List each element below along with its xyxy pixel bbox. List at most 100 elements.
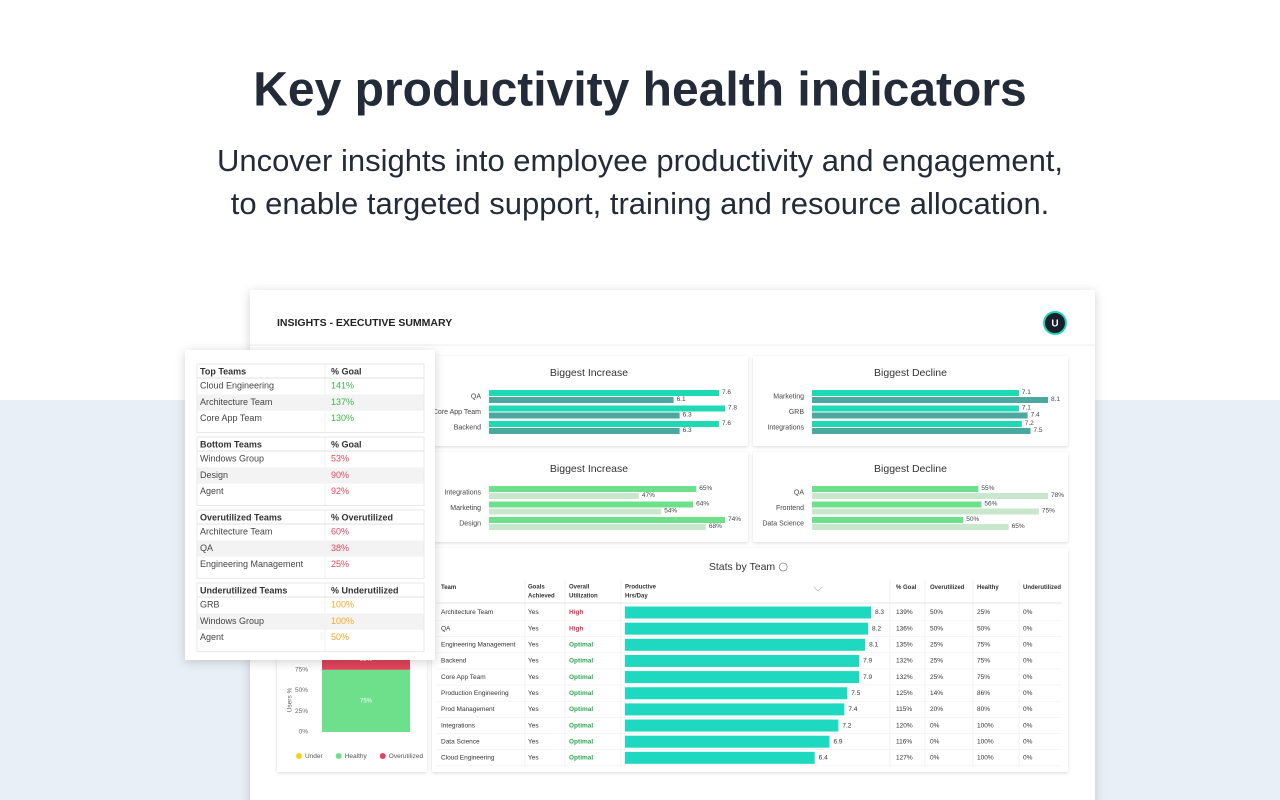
percent-value: 100% (331, 616, 354, 626)
legend-label: Under (305, 753, 324, 760)
team-name: Engineering Management (441, 642, 516, 649)
team-name: QA (441, 625, 451, 632)
avatar-initial[interactable]: U (1051, 319, 1058, 330)
section-header: % Underutilized (331, 585, 399, 595)
column-header: Overutilized (930, 585, 965, 591)
column-header: Team (441, 585, 456, 591)
hours-bar (625, 622, 869, 635)
category-label: GRB (789, 409, 805, 416)
bar (812, 405, 1019, 412)
table-cell: Yes (528, 625, 539, 632)
avatar[interactable] (1043, 311, 1067, 335)
value-label: 7.6 (722, 420, 731, 427)
table-cell: Yes (528, 609, 539, 616)
team-name: GRB (200, 599, 220, 609)
bar (489, 508, 662, 515)
category-label: Core App Team (433, 409, 481, 416)
row-stripe (197, 467, 424, 484)
bar (812, 421, 1022, 427)
table-cell: 132% (896, 658, 913, 665)
table-cell: Yes (528, 755, 539, 762)
bar (812, 486, 979, 492)
percent-value: 100% (331, 599, 354, 609)
bar (489, 501, 694, 508)
table-cell: 0% (1023, 674, 1033, 681)
bar (489, 390, 719, 396)
team-name: Prod Management (441, 706, 495, 713)
y-tick-label: 50% (295, 687, 308, 694)
row-stripe (197, 540, 424, 557)
value-label: 64% (696, 501, 709, 508)
y-axis-label: Users % (287, 688, 294, 713)
legend-label: Healthy (345, 753, 368, 760)
value-label: 6.3 (683, 412, 692, 419)
team-name: Architecture Team (200, 397, 272, 407)
category-label: Integrations (444, 489, 481, 496)
team-name: QA (200, 543, 213, 553)
hours-bar (625, 654, 860, 667)
column-header: Utilization (569, 594, 598, 600)
table-cell: 75% (977, 642, 990, 649)
percent-value: 90% (331, 470, 349, 480)
value-label: 47% (642, 492, 655, 499)
table-cell: 25% (977, 609, 990, 616)
bar (489, 397, 674, 403)
value-label: 8.1 (1051, 396, 1060, 403)
value-label: 54% (664, 508, 677, 515)
bar (489, 421, 719, 427)
value-label: 78% (1051, 492, 1064, 499)
bar (489, 517, 725, 523)
table-cell: 50% (977, 625, 990, 632)
table-cell: 0% (1023, 625, 1033, 632)
table-cell: 0% (1023, 722, 1033, 729)
value-label: 50% (966, 516, 979, 523)
category-label: Marketing (773, 393, 804, 400)
section-header: Overutilized Teams (200, 512, 282, 522)
table-cell: 75% (977, 674, 990, 681)
hours-bar (625, 751, 815, 764)
section-header: Top Teams (200, 366, 246, 376)
team-name: Architecture Team (200, 526, 272, 536)
table-cell: Optimal (569, 706, 593, 713)
category-label: Frontend (776, 505, 804, 512)
percent-value: 92% (331, 486, 349, 496)
hours-bar (625, 606, 871, 619)
value-label: 7.5 (1034, 427, 1043, 434)
table-cell: 0% (1023, 738, 1033, 745)
table-cell: 100% (977, 755, 994, 762)
value-label: 56% (984, 501, 997, 508)
table-cell: High (569, 625, 583, 632)
hours-label: 8.1 (869, 642, 878, 649)
section-header: Bottom Teams (200, 439, 262, 449)
y-tick-label: 25% (295, 708, 308, 715)
legend-swatch (379, 753, 386, 759)
team-name: Core App Team (200, 413, 262, 423)
table-cell: 0% (930, 722, 940, 729)
table-cell: 50% (930, 625, 943, 632)
value-label: 65% (699, 485, 712, 492)
subtitle-line: to enable targeted support, training and… (231, 186, 1050, 221)
hours-label: 7.9 (863, 658, 872, 665)
row-stripe (197, 613, 424, 630)
table-cell: 120% (896, 722, 913, 729)
table-cell: Yes (528, 690, 539, 697)
segment-label: 75% (360, 698, 373, 704)
value-label: 75% (1042, 508, 1055, 515)
hours-label: 7.9 (863, 674, 872, 681)
hours-bar (625, 703, 845, 716)
bar (489, 493, 639, 499)
section-header: % Overutilized (331, 512, 393, 522)
column-header: Goals (528, 585, 545, 591)
team-name: Backend (441, 658, 467, 665)
team-name: Cloud Engineering (200, 380, 274, 390)
percent-value: 137% (331, 397, 354, 407)
column-header: Underutilized (1023, 585, 1061, 591)
y-tick-label: 75% (295, 666, 308, 673)
bar (812, 501, 982, 508)
team-name: Production Engineering (441, 690, 509, 697)
value-label: 7.4 (1031, 412, 1040, 419)
value-label: 74% (728, 516, 741, 523)
percent-value: 53% (331, 453, 349, 463)
stacked-segment (322, 669, 410, 732)
